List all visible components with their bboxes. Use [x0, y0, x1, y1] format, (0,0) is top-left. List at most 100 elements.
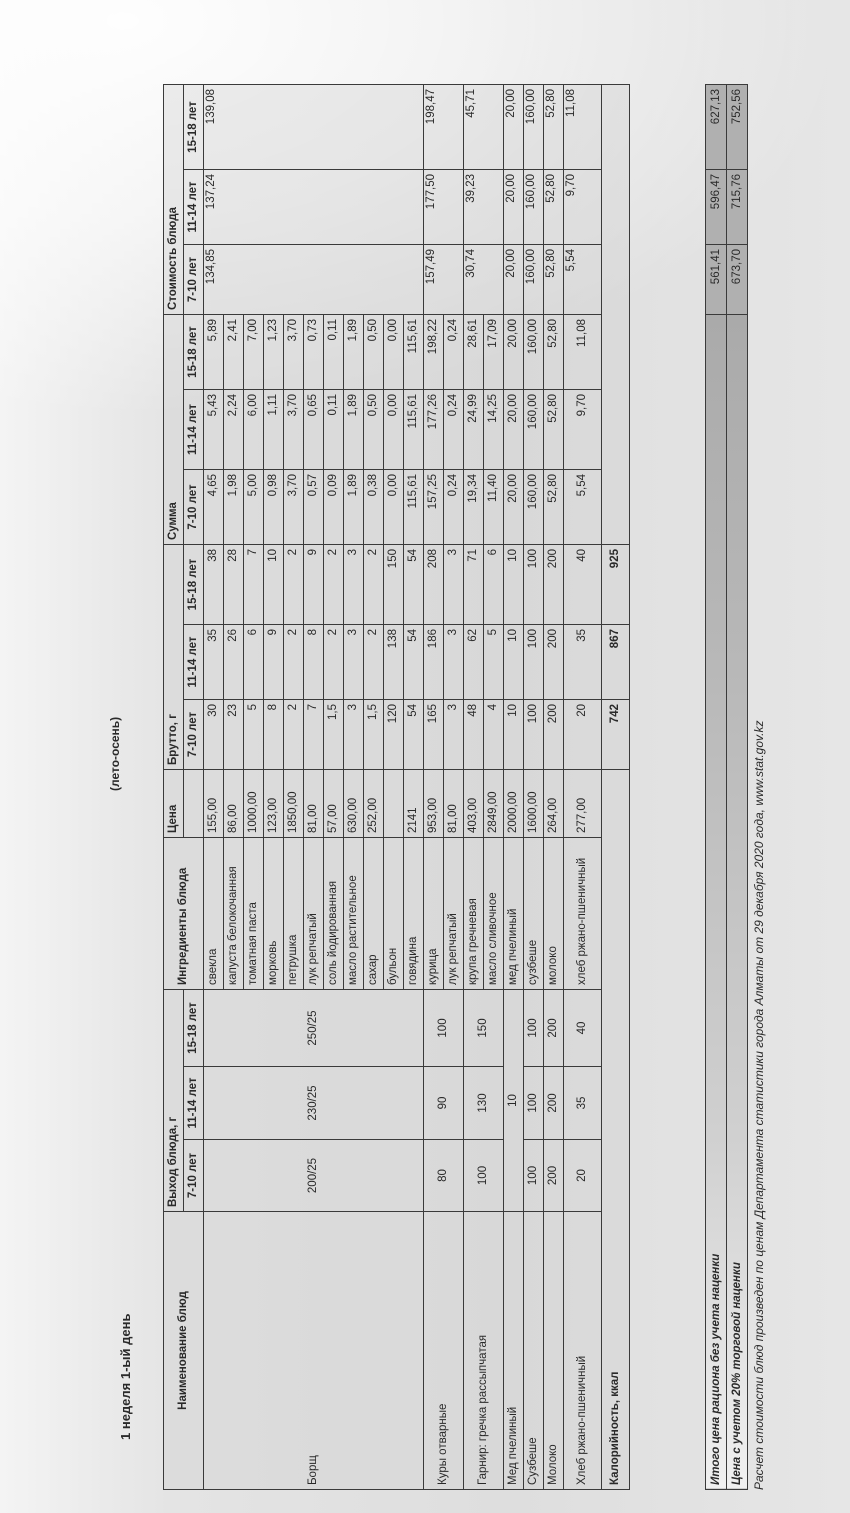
- ingredient-brutto: 200: [543, 624, 564, 700]
- totals-label: Цена с учетом 20% торговой наценки: [726, 314, 748, 1490]
- dish-cost: 177,50: [423, 169, 464, 245]
- dish-output: 200: [543, 1066, 564, 1140]
- ingredient-sum: 1,11: [263, 389, 284, 470]
- ingredient-price: 2141: [403, 769, 424, 838]
- ingredient-name: крупа гречневая: [463, 837, 484, 990]
- blank: [601, 84, 630, 545]
- ingredient-name: сузбеше: [523, 837, 544, 990]
- ingredient-price: [383, 769, 404, 838]
- dish-name: Сузбеше: [523, 1211, 544, 1490]
- dish-cost: 160,00: [523, 244, 544, 315]
- ingredient-brutto: 2: [283, 624, 304, 700]
- ingredient-sum: 20,00: [503, 314, 524, 390]
- header-row: Наименование блюд Выход блюда, г Ингредиен…: [163, 84, 204, 1490]
- ingredient-brutto: 2: [283, 699, 304, 770]
- dish-output: 40: [563, 989, 602, 1067]
- dish-name: Гарнир: гречка рассыпчатая: [463, 1211, 504, 1490]
- ingredient-price: 81,00: [303, 769, 324, 838]
- ingredient-brutto: 120: [383, 699, 404, 770]
- dish-cost: 137,24: [203, 169, 424, 245]
- ingredient-sum: 0,24: [443, 314, 464, 390]
- ingredient-sum: 6,00: [243, 389, 264, 470]
- header-price: Цена: [163, 769, 184, 838]
- ingredient-price: 2849,00: [483, 769, 504, 838]
- ingredient-sum: 0,24: [443, 389, 464, 470]
- ingredient-brutto: 2: [323, 624, 344, 700]
- ingredient-brutto: 38: [203, 544, 224, 625]
- ingredient-sum: 115,61: [403, 314, 424, 390]
- ingredient-brutto: 8: [303, 624, 324, 700]
- header-age: 15-18 лет: [183, 84, 204, 170]
- dish-output: 100: [463, 1139, 504, 1212]
- ingredient-name: бульон: [383, 837, 404, 990]
- ingredient-brutto: 1,5: [363, 699, 384, 770]
- ingredient-sum: 9,70: [563, 389, 602, 470]
- dish-name: Борщ: [203, 1211, 424, 1490]
- dish-output: 100: [523, 1066, 544, 1140]
- ingredient-name: капуста белокочанная: [223, 837, 244, 990]
- ingredient-brutto: 3: [443, 544, 464, 625]
- header-age: 11-14 лет: [183, 169, 204, 245]
- ingredient-sum: 1,23: [263, 314, 284, 390]
- ingredient-brutto: 138: [383, 624, 404, 700]
- ingredient-name: томатная паста: [243, 837, 264, 990]
- dish-output: 80: [423, 1139, 464, 1212]
- calories-value: 867: [601, 624, 630, 700]
- header-age: 11-14 лет: [183, 389, 204, 470]
- ingredient-sum: 0,11: [323, 389, 344, 470]
- header-age: 15-18 лет: [183, 544, 204, 625]
- ingredient-brutto: 3: [343, 544, 364, 625]
- ingredient-sum: 11,40: [483, 469, 504, 545]
- ingredient-brutto: 54: [403, 544, 424, 625]
- ingredient-name: соль йодированная: [323, 837, 344, 990]
- dish-cost: 160,00: [523, 84, 544, 170]
- ingredient-sum: 115,61: [403, 469, 424, 545]
- ingredient-sum: 1,89: [343, 314, 364, 390]
- ingredient-brutto: 3: [443, 624, 464, 700]
- header-ingredients: Ингредиенты блюда: [163, 837, 204, 990]
- ingredient-sum: 1,89: [343, 389, 364, 470]
- table-row: Молоко 200 200 200 молоко 264,00 200 200 200 52,8…: [543, 84, 564, 1490]
- dish-cost: 9,70: [563, 169, 602, 245]
- ingredient-sum: 0,50: [363, 389, 384, 470]
- ingredient-brutto: 10: [503, 699, 524, 770]
- ingredient-sum: 160,00: [523, 314, 544, 390]
- ingredient-sum: 20,00: [503, 469, 524, 545]
- ingredient-brutto: 10: [503, 624, 524, 700]
- ingredient-name: морковь: [263, 837, 284, 990]
- calories-value: 742: [601, 699, 630, 770]
- ingredient-sum: 52,80: [543, 389, 564, 470]
- dish-output: 10: [503, 989, 524, 1212]
- ingredient-brutto: 3: [343, 699, 364, 770]
- header-age: 11-14 лет: [183, 1066, 204, 1140]
- ingredient-price: 1850,00: [283, 769, 304, 838]
- dish-cost: 30,74: [463, 244, 504, 315]
- header-brutto: Брутто, г: [163, 544, 184, 770]
- dish-output: 90: [423, 1066, 464, 1140]
- ingredient-price: 264,00: [543, 769, 564, 838]
- ingredient-brutto: 9: [263, 624, 284, 700]
- dish-cost: 52,80: [543, 244, 564, 315]
- ingredient-price: 123,00: [263, 769, 284, 838]
- ingredient-sum: 3,70: [283, 314, 304, 390]
- footnote: Расчет стоимости блюд произведен по цена…: [752, 720, 766, 1490]
- totals-value: 561,41: [705, 244, 727, 315]
- dish-cost: 52,80: [543, 84, 564, 170]
- ingredient-sum: 0,24: [443, 469, 464, 545]
- dish-cost: 39,23: [463, 169, 504, 245]
- header-age: 7-10 лет: [183, 699, 204, 770]
- ingredient-brutto: 54: [403, 699, 424, 770]
- ingredient-sum: 7,00: [243, 314, 264, 390]
- ingredient-name: лук репчатый: [443, 837, 464, 990]
- dish-output: 150: [463, 989, 504, 1067]
- ingredient-sum: 0,65: [303, 389, 324, 470]
- ingredient-brutto: 7: [243, 544, 264, 625]
- ingredient-brutto: 1,5: [323, 699, 344, 770]
- ingredient-brutto: 3: [443, 699, 464, 770]
- ingredient-price: 953,00: [423, 769, 444, 838]
- ingredient-sum: 0,09: [323, 469, 344, 545]
- dish-cost: 52,80: [543, 169, 564, 245]
- ingredient-brutto: 186: [423, 624, 444, 700]
- ingredient-brutto: 5: [243, 699, 264, 770]
- ingredient-brutto: 2: [363, 624, 384, 700]
